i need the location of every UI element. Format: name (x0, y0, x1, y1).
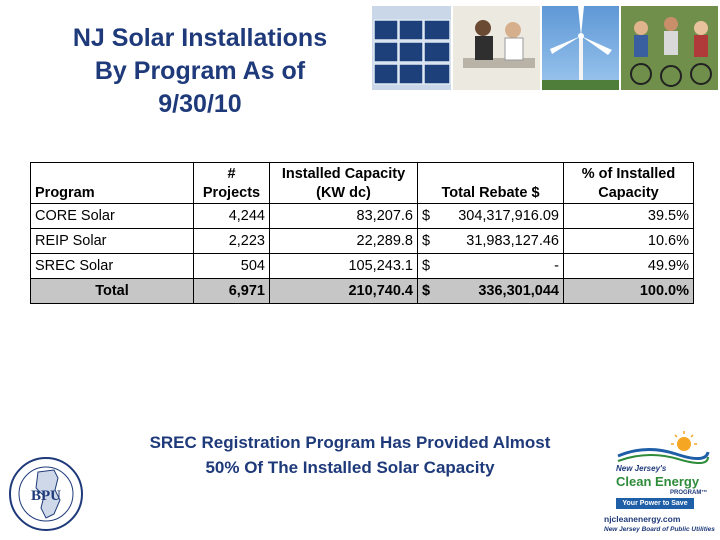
table-row: CORE Solar 4,244 83,207.6 $304,317,916.0… (30, 203, 694, 229)
header-photo-strip (372, 6, 718, 90)
cell-percent: 39.5% (563, 203, 694, 229)
header-percent-line-1: % of Installed (581, 166, 676, 182)
clean-energy-program-logo: New Jersey's Clean Energy PROGRAM™ Your … (596, 430, 716, 538)
currency-symbol: $ (422, 208, 431, 224)
bpu-seal-logo: BPU (8, 456, 84, 532)
currency-symbol: $ (422, 233, 431, 249)
cep-logo-line-2: Clean Energy (616, 474, 700, 489)
solar-panel-photo (372, 6, 452, 90)
cep-tagline: Your Power to Save (616, 498, 694, 509)
header-capacity: Installed Capacity (KW dc) (269, 162, 418, 204)
cell-capacity: 83,207.6 (269, 203, 418, 229)
cell-projects: 4,244 (193, 203, 270, 229)
cell-projects: 504 (193, 253, 270, 279)
table-header-row: Program # Projects Installed Capacity (K… (30, 162, 694, 204)
cyclists-photo (621, 6, 718, 90)
title-line-2: By Program As of (94, 57, 306, 85)
header-percent-line-2: Capacity (598, 185, 659, 201)
table-row: REIP Solar 2,223 22,289.8 $31,983,127.46… (30, 228, 694, 254)
caption-line-2: 50% Of The Installed Solar Capacity (205, 458, 495, 477)
total-rebate: $336,301,044 (417, 278, 564, 304)
header-program: Program (30, 162, 194, 204)
header-projects-line-1: # (227, 166, 236, 182)
cep-url: njcleanenergy.com (604, 514, 681, 524)
cell-capacity: 105,243.1 (269, 253, 418, 279)
header-capacity-line-2: (KW dc) (316, 185, 371, 201)
cell-rebate: $31,983,127.46 (417, 228, 564, 254)
page-title: NJ Solar Installations By Program As of … (40, 22, 360, 121)
header-projects-line-2: Projects (202, 185, 261, 201)
total-projects: 6,971 (193, 278, 270, 304)
cell-program: SREC Solar (30, 253, 194, 279)
rebate-value: 336,301,044 (478, 283, 559, 299)
cell-rebate: $304,317,916.09 (417, 203, 564, 229)
header-projects: # Projects (193, 162, 270, 204)
rebate-value: 304,317,916.09 (458, 208, 559, 224)
caption-line-1: SREC Registration Program Has Provided A… (149, 433, 551, 452)
title-line-1: NJ Solar Installations (72, 24, 328, 52)
header-percent: % of Installed Capacity (563, 162, 694, 204)
rebate-value: - (554, 258, 559, 274)
cell-percent: 10.6% (563, 228, 694, 254)
table-row: SREC Solar 504 105,243.1 $ - 49.9% (30, 253, 694, 279)
cep-board-name: New Jersey Board of Public Utilities (604, 526, 715, 533)
meeting-photo (453, 6, 541, 90)
header-capacity-line-1: Installed Capacity (281, 166, 406, 182)
cell-program: REIP Solar (30, 228, 194, 254)
rebate-value: 31,983,127.46 (466, 233, 559, 249)
currency-symbol: $ (422, 283, 431, 299)
cep-logo-line-1: New Jersey's (616, 464, 667, 473)
currency-symbol: $ (422, 258, 431, 274)
cell-capacity: 22,289.8 (269, 228, 418, 254)
total-label: Total (30, 278, 194, 304)
cep-logo-line-3: PROGRAM™ (670, 490, 708, 496)
cell-program: CORE Solar (30, 203, 194, 229)
cell-projects: 2,223 (193, 228, 270, 254)
bpu-logo-text: BPU (31, 488, 61, 504)
title-line-3: 9/30/10 (158, 90, 242, 118)
cell-percent: 49.9% (563, 253, 694, 279)
cell-rebate: $ - (417, 253, 564, 279)
wind-turbine-photo (542, 6, 620, 90)
table-total-row: Total 6,971 210,740.4 $336,301,044 100.0… (30, 278, 694, 304)
total-capacity: 210,740.4 (269, 278, 418, 304)
total-percent: 100.0% (563, 278, 694, 304)
header-rebate: Total Rebate $ (417, 162, 564, 204)
solar-installations-table: Program # Projects Installed Capacity (K… (30, 162, 694, 304)
summary-caption: SREC Registration Program Has Provided A… (100, 430, 600, 480)
